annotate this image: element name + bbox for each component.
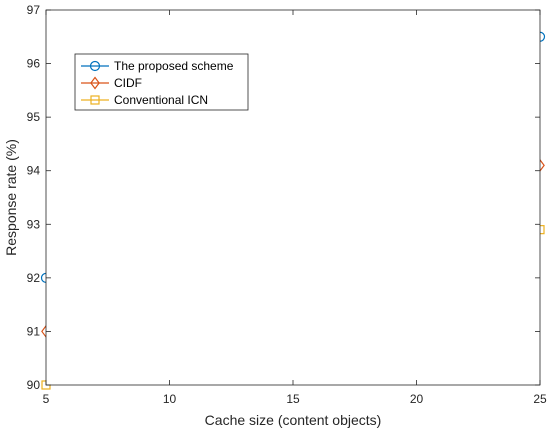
legend-box — [74, 53, 249, 111]
y-tick-label: 96 — [27, 57, 41, 71]
y-tick-label: 95 — [27, 110, 41, 124]
y-tick-label: 90 — [27, 378, 41, 392]
x-tick-label: 10 — [163, 392, 177, 406]
legend-label: Conventional ICN — [114, 93, 208, 107]
legend-marker — [90, 95, 100, 105]
x-tick-label: 15 — [286, 392, 300, 406]
legend: The proposed scheme CIDF Conventional ICN — [74, 53, 249, 111]
y-tick-label: 93 — [27, 217, 41, 231]
legend-marker — [90, 76, 100, 90]
legend-label: CIDF — [114, 76, 142, 90]
y-tick-label: 91 — [27, 324, 41, 338]
x-tick-label: 20 — [410, 392, 424, 406]
y-axis-title: Response rate (%) — [3, 139, 19, 256]
x-tick-label: 5 — [43, 392, 50, 406]
y-tick-label: 97 — [27, 3, 41, 17]
x-tick-label: 25 — [533, 392, 547, 406]
legend-label: The proposed scheme — [114, 59, 234, 73]
x-axis-title: Cache size (content objects) — [205, 412, 382, 428]
y-tick-label: 94 — [27, 164, 41, 178]
y-tick-label: 92 — [27, 271, 41, 285]
legend-marker — [89, 60, 101, 72]
